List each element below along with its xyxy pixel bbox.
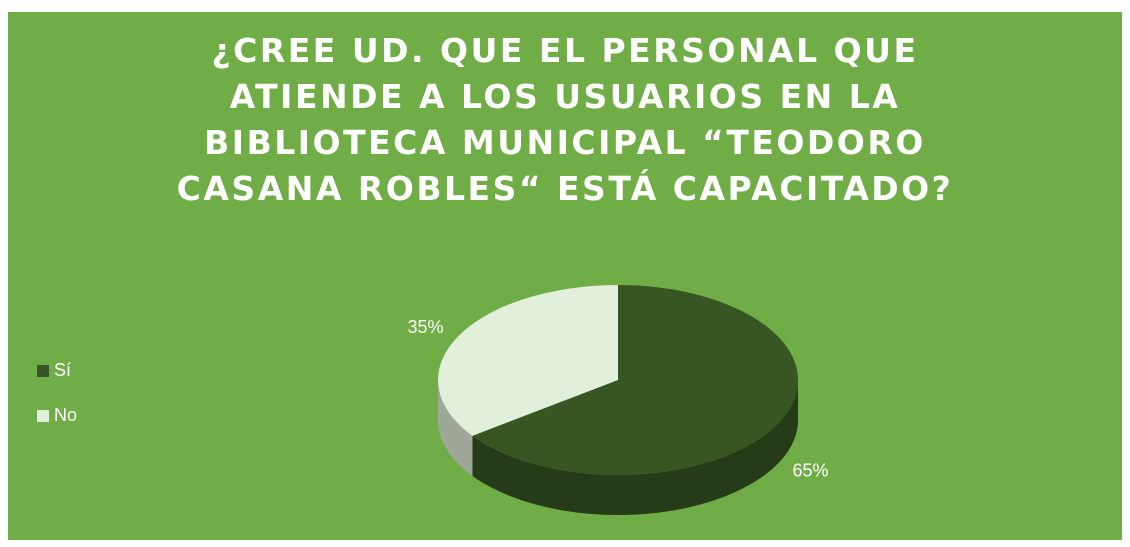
data-label: 65% [792, 461, 828, 481]
slice-side [438, 380, 473, 476]
slice-side [472, 380, 798, 515]
legend-label: Sí [54, 360, 71, 380]
legend-swatch [37, 365, 49, 377]
slice-side-shade [438, 380, 473, 476]
slice-side-shade [472, 380, 798, 515]
slice [438, 285, 618, 436]
data-label: 35% [408, 317, 444, 337]
legend-swatch [37, 410, 49, 422]
legend-label: No [54, 405, 77, 425]
slice [472, 285, 798, 476]
chart-title: ¿CREE UD. QUE EL PERSONAL QUE ATIENDE A … [176, 31, 954, 208]
